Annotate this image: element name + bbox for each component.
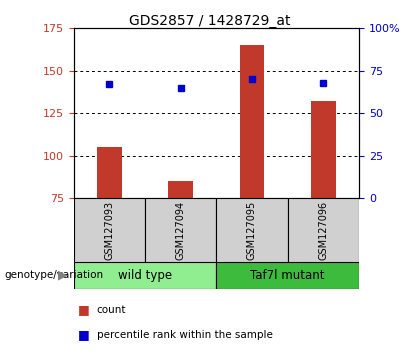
Text: GSM127094: GSM127094 <box>176 200 186 260</box>
Bar <box>311 101 336 198</box>
Bar <box>74 262 216 289</box>
Text: GSM127093: GSM127093 <box>104 200 114 260</box>
Bar <box>168 181 193 198</box>
Bar <box>216 198 288 262</box>
Bar <box>239 45 265 198</box>
Bar <box>216 262 359 289</box>
Bar <box>288 198 359 262</box>
Text: ■: ■ <box>78 328 89 341</box>
Text: ■: ■ <box>78 303 89 316</box>
Text: GSM127095: GSM127095 <box>247 200 257 260</box>
Text: count: count <box>97 305 126 315</box>
Bar <box>74 198 145 262</box>
Text: Taf7l mutant: Taf7l mutant <box>250 269 325 282</box>
Text: GSM127096: GSM127096 <box>318 200 328 260</box>
Text: ▶: ▶ <box>58 269 68 282</box>
Text: wild type: wild type <box>118 269 172 282</box>
Text: genotype/variation: genotype/variation <box>4 270 103 280</box>
Bar <box>145 198 216 262</box>
Bar <box>97 147 122 198</box>
Text: percentile rank within the sample: percentile rank within the sample <box>97 330 273 339</box>
Text: GDS2857 / 1428729_at: GDS2857 / 1428729_at <box>129 14 291 28</box>
